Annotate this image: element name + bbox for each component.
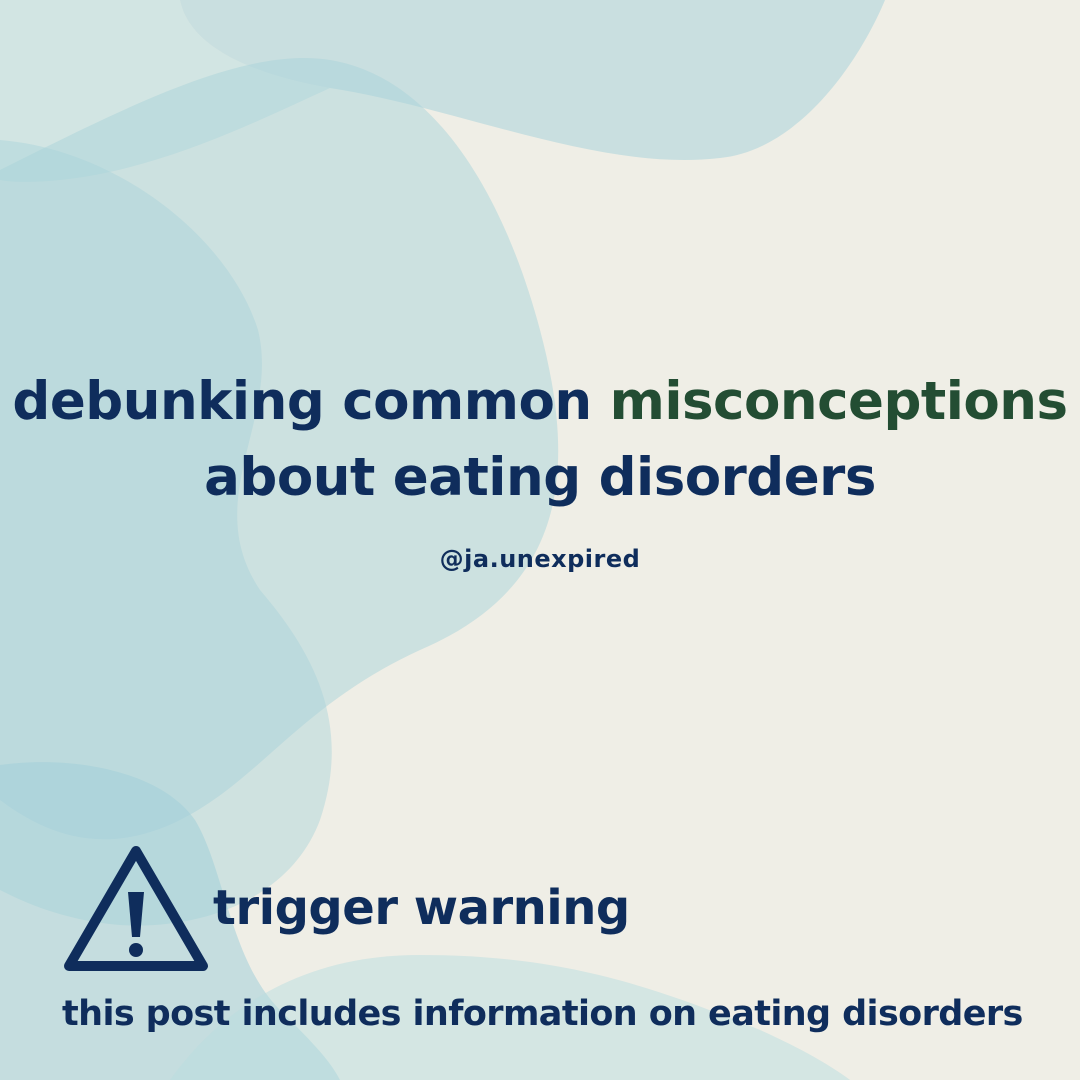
warning-triangle-icon [64,846,208,971]
trigger-warning-text: this post includes information on eating… [62,994,1023,1034]
account-handle: @ja.unexpired [439,545,641,573]
title-accent-text: misconceptions [609,371,1069,432]
blob-large [0,57,559,840]
post-title: debunking common misconceptions about ea… [0,364,1080,516]
title-line-2: about eating disorders [204,447,876,508]
blob-bottom [170,955,850,1080]
blob-left [0,140,332,926]
title-line-1: debunking common misconceptions [0,364,1080,440]
title-text: debunking common [12,371,592,432]
trigger-warning-title: trigger warning [213,880,630,936]
blob-top [180,0,885,160]
